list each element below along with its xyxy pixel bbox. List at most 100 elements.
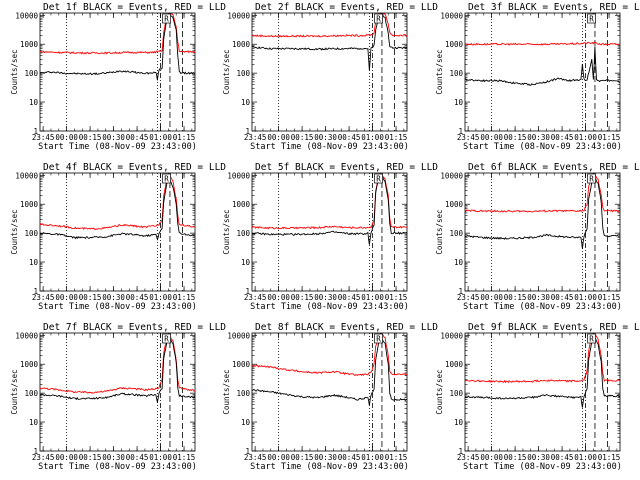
y-tick-label: 100	[449, 69, 463, 78]
panel-title: Det 4f BLACK = Events, RED = LLD	[43, 162, 226, 173]
y-tick-label: 1000	[232, 40, 251, 49]
y-tick-label: 10000	[440, 11, 463, 20]
y-tick-label: 10000	[15, 11, 38, 20]
detector-panel-1: Det 1f BLACK = Events, RED = LLD 1 10 100 10…	[10, 2, 226, 152]
panel-title: Det 9f BLACK = Events, RED = LLD	[468, 322, 640, 333]
x-tick-label: 01:00	[574, 453, 597, 462]
y-axis-title: Counts/sec	[435, 49, 444, 94]
x-tick-label: 00:15	[291, 133, 314, 142]
x-tick-label: 00:00	[267, 133, 290, 142]
marker-label: R	[376, 335, 381, 344]
x-tick-label: 00:15	[504, 453, 527, 462]
y-axis-title: Counts/sec	[222, 49, 231, 94]
y-tick-label: 10000	[227, 11, 250, 20]
x-tick-label: 23:45	[457, 453, 480, 462]
y-tick-label: 10	[29, 418, 39, 427]
x-axis-title: Start Time (08-Nov-09 23:43:00)	[38, 302, 197, 312]
panel-title: Det 3f BLACK = Events, RED = LLD	[468, 2, 640, 13]
x-tick-label: 00:00	[480, 293, 503, 302]
y-tick-label: 1000	[445, 360, 464, 369]
y-axis-title: Counts/sec	[222, 369, 231, 414]
y-tick-label: 100	[24, 69, 38, 78]
x-tick-label: 00:00	[480, 133, 503, 142]
x-tick-label: 00:15	[504, 293, 527, 302]
x-tick-label: 00:30	[102, 453, 125, 462]
x-tick-label: 00:45	[338, 453, 361, 462]
x-tick-label: 00:00	[55, 453, 78, 462]
x-tick-label: 01:00	[361, 453, 384, 462]
plot-frame	[464, 12, 621, 132]
x-tick-label: 01:00	[361, 293, 384, 302]
x-tick-label: 00:30	[314, 293, 337, 302]
x-tick-label: 23:45	[244, 133, 267, 142]
y-tick-label: 1000	[20, 40, 39, 49]
x-tick-label: 00:45	[126, 133, 149, 142]
y-tick-label: 1	[245, 287, 250, 296]
x-tick-label: 00:00	[267, 293, 290, 302]
x-tick-label: 01:15	[385, 453, 408, 462]
plot-frame	[39, 12, 196, 132]
y-axis-title: Counts/sec	[222, 209, 231, 254]
x-tick-label: 00:00	[55, 293, 78, 302]
y-tick-label: 1000	[232, 200, 251, 209]
marker-box	[162, 13, 171, 24]
x-tick-label: 01:15	[598, 293, 621, 302]
x-tick-label: 01:15	[385, 133, 408, 142]
x-tick-label: 00:00	[55, 133, 78, 142]
x-tick-label: 00:00	[480, 453, 503, 462]
y-tick-label: 1	[245, 127, 250, 136]
panel-title: Det 1f BLACK = Events, RED = LLD	[43, 2, 226, 13]
y-tick-label: 100	[24, 389, 38, 398]
x-axis-title: Start Time (08-Nov-09 23:43:00)	[463, 142, 622, 152]
x-tick-label: 23:45	[32, 293, 55, 302]
marker-label: R	[589, 335, 594, 344]
y-tick-label: 100	[449, 389, 463, 398]
detector-panel-3: Det 3f BLACK = Events, RED = LLD 1 10 100 10…	[435, 2, 640, 152]
x-tick-label: 23:45	[244, 453, 267, 462]
detector-panel-6: Det 6f BLACK = Events, RED = LLD 1 10 100 10…	[435, 162, 640, 312]
y-tick-label: 10	[454, 258, 464, 267]
x-tick-label: 00:15	[291, 453, 314, 462]
detector-panel-5: Det 5f BLACK = Events, RED = LLD 1 10 100 10…	[222, 162, 438, 312]
plot-frame	[464, 332, 621, 452]
panel-title: Det 6f BLACK = Events, RED = LLD	[468, 162, 640, 173]
x-tick-label: 00:45	[126, 293, 149, 302]
x-axis-title: Start Time (08-Nov-09 23:43:00)	[463, 462, 622, 472]
x-tick-label: 00:45	[551, 453, 574, 462]
detector-panel-7: Det 7f BLACK = Events, RED = LLD 1 10 100 10…	[10, 322, 226, 472]
x-tick-label: 00:30	[102, 133, 125, 142]
y-tick-label: 1000	[445, 40, 464, 49]
x-tick-label: 00:15	[79, 133, 102, 142]
x-tick-label: 23:45	[244, 293, 267, 302]
x-tick-label: 00:15	[291, 293, 314, 302]
marker-box	[587, 333, 596, 344]
y-tick-label: 1000	[20, 200, 39, 209]
marker-box	[587, 173, 596, 184]
y-tick-label: 1	[458, 287, 463, 296]
x-tick-label: 01:00	[361, 133, 384, 142]
x-tick-label: 01:15	[598, 453, 621, 462]
marker-box	[374, 333, 383, 344]
x-tick-label: 01:15	[385, 293, 408, 302]
x-tick-label: 23:45	[457, 133, 480, 142]
marker-label: R	[589, 175, 594, 184]
y-axis-title: Counts/sec	[10, 209, 19, 254]
y-axis-title: Counts/sec	[10, 49, 19, 94]
y-tick-label: 10	[29, 258, 39, 267]
x-tick-label: 23:45	[32, 453, 55, 462]
plot-frame	[251, 172, 408, 292]
x-tick-label: 00:45	[551, 133, 574, 142]
x-axis-title: Start Time (08-Nov-09 23:43:00)	[38, 462, 197, 472]
x-axis-title: Start Time (08-Nov-09 23:43:00)	[463, 302, 622, 312]
y-axis-title: Counts/sec	[10, 369, 19, 414]
panel-title: Det 2f BLACK = Events, RED = LLD	[255, 2, 438, 13]
y-tick-label: 1000	[232, 360, 251, 369]
y-tick-label: 1000	[20, 360, 39, 369]
marker-label: R	[164, 175, 169, 184]
x-tick-label: 01:00	[574, 293, 597, 302]
x-tick-label: 00:15	[79, 453, 102, 462]
y-tick-label: 100	[236, 69, 250, 78]
y-tick-label: 10000	[15, 331, 38, 340]
x-tick-label: 00:30	[527, 293, 550, 302]
